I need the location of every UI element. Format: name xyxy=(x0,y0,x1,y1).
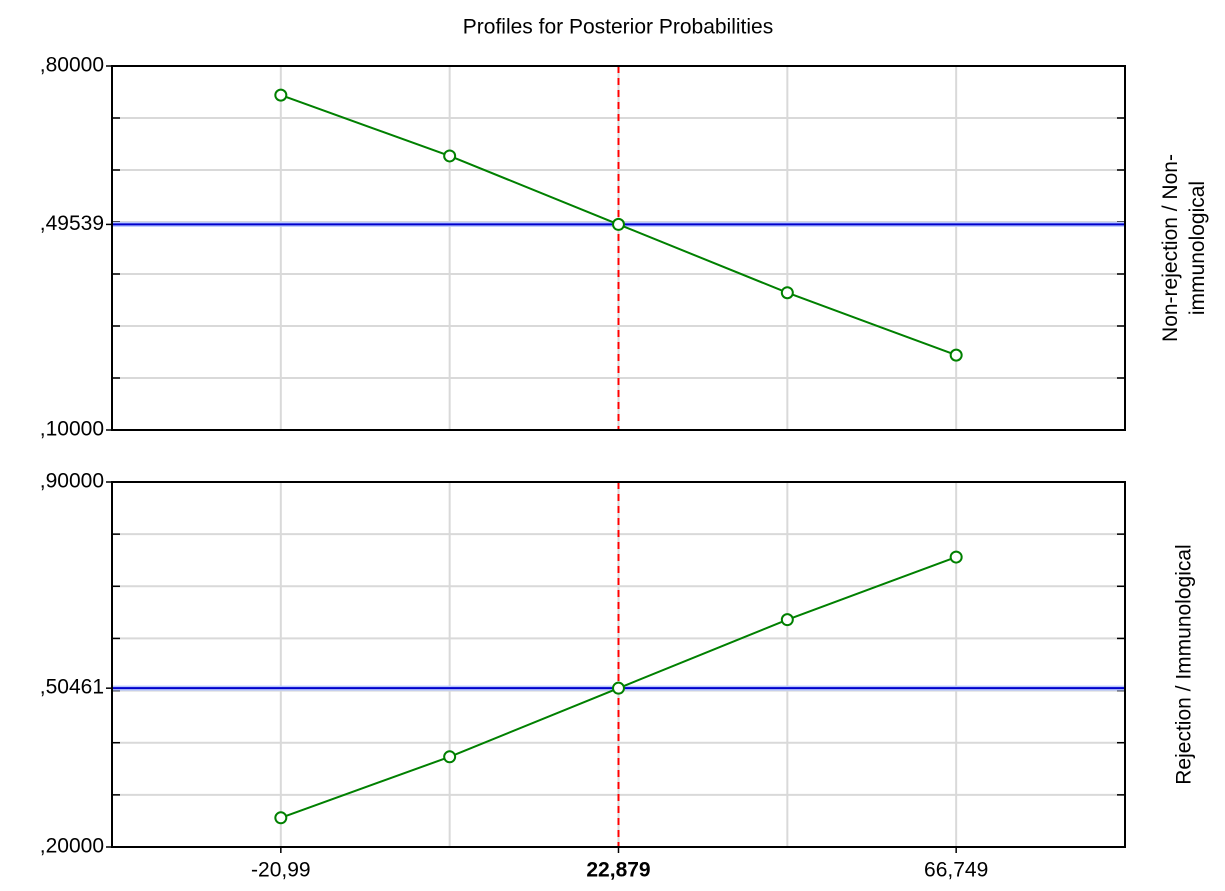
side-label: Non-rejection / Non- xyxy=(1159,154,1182,342)
data-point xyxy=(780,286,794,300)
data-point xyxy=(274,88,288,102)
y-tick-label: ,50461 xyxy=(40,676,104,699)
side-label: immunological xyxy=(1186,181,1209,315)
x-tick-label: 66,749 xyxy=(924,859,988,882)
chart-title: Profiles for Posterior Probabilities xyxy=(463,16,773,39)
data-point xyxy=(274,811,288,825)
data-point xyxy=(443,149,457,163)
x-tick-label: -20,99 xyxy=(251,859,311,882)
side-label: Rejection / Immunological xyxy=(1173,544,1196,784)
x-tick-label: 22,879 xyxy=(586,859,650,882)
y-tick-label: ,90000 xyxy=(40,470,104,493)
data-point xyxy=(443,750,457,764)
plot-frame xyxy=(111,65,1126,431)
y-tick-label: ,20000 xyxy=(40,835,104,858)
data-point xyxy=(949,550,963,564)
y-tick-label: ,49539 xyxy=(40,212,104,235)
y-tick-label: ,80000 xyxy=(40,54,104,77)
plot-frame xyxy=(111,481,1126,848)
data-point xyxy=(780,613,794,627)
y-tick-label: ,10000 xyxy=(40,418,104,441)
data-point xyxy=(949,348,963,362)
data-point xyxy=(611,217,625,231)
data-point xyxy=(611,681,625,695)
